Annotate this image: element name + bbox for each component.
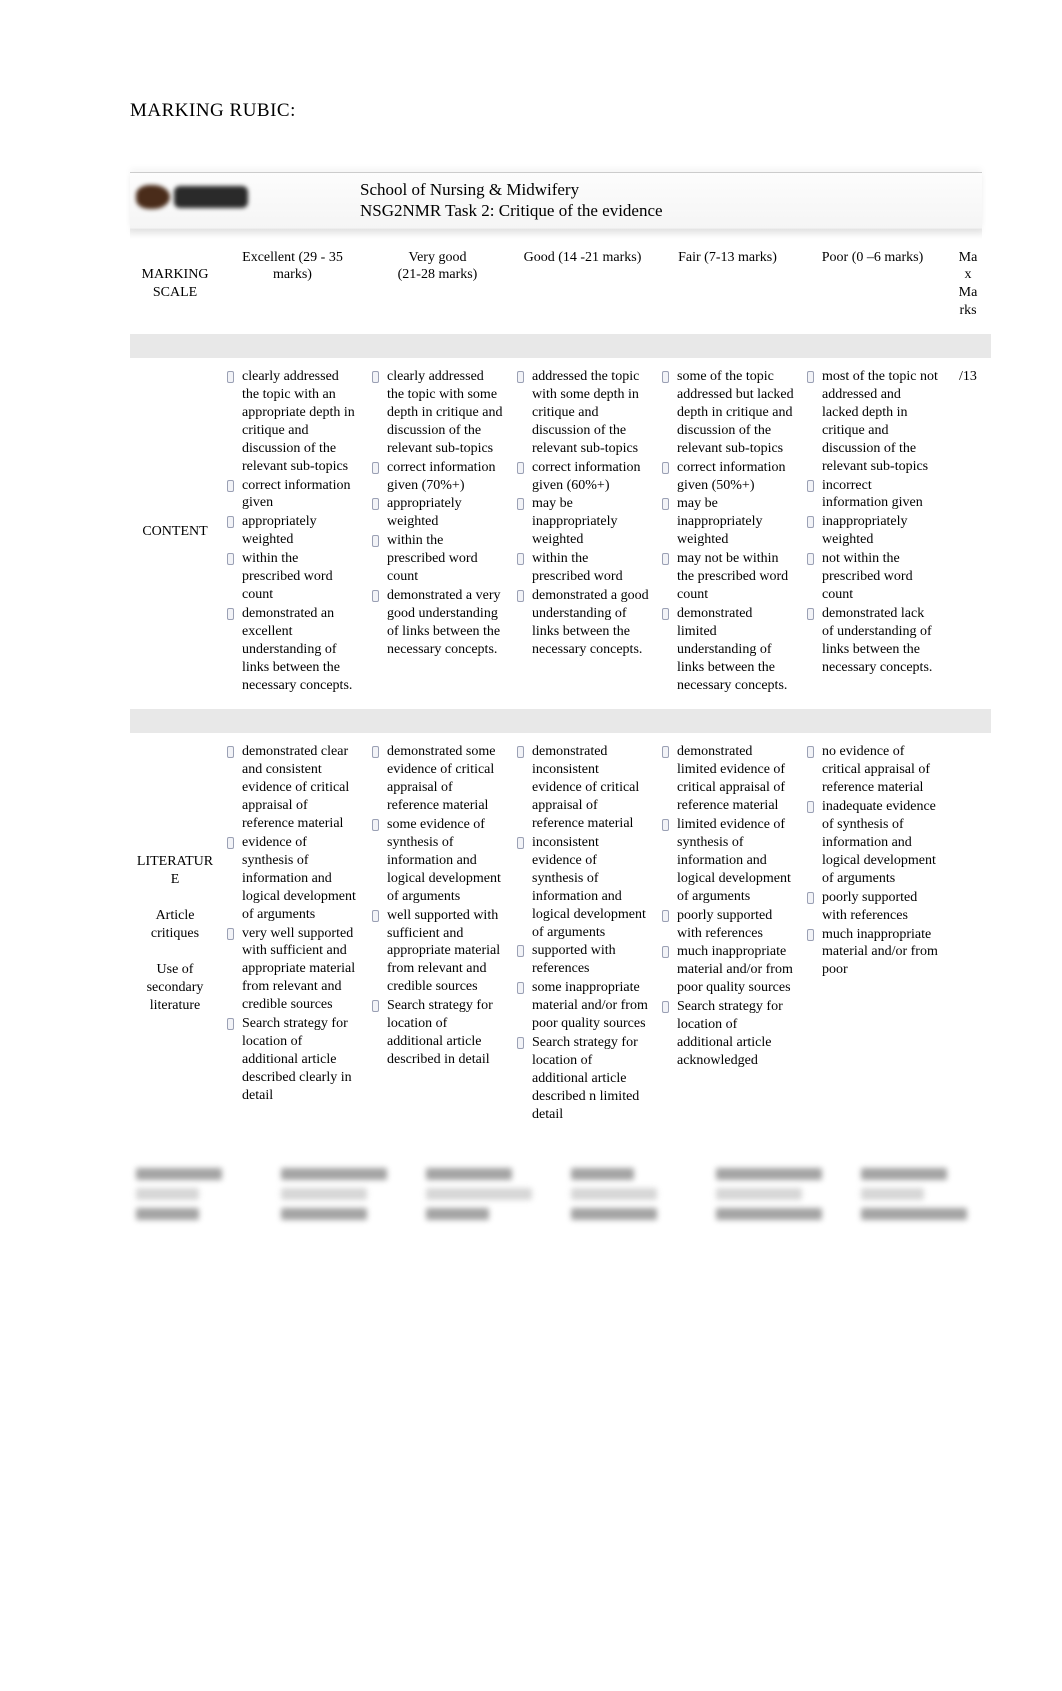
cell-content-poor: most of the topic not addressed and lack… [806, 368, 939, 676]
row-marks-content: /13 [945, 358, 991, 709]
row-label-content: CONTENT [130, 358, 220, 709]
col-header-excellent: Excellent (29 - 35 marks) [220, 239, 365, 335]
criterion-item: supported with references [530, 942, 649, 978]
criterion-item: demonstrated a good understanding of lin… [530, 587, 649, 659]
criterion-item: poorly supported with references [675, 907, 794, 943]
row-label-literature: LITERATUR E Article critiques Use of sec… [130, 733, 220, 1138]
criterion-item: correct information given (50%+) [675, 459, 794, 495]
criterion-item: demonstrated inconsistent evidence of cr… [530, 743, 649, 833]
criterion-item: demonstrated an excellent understanding … [240, 605, 359, 695]
criterion-item: some inappropriate material and/or from … [530, 979, 649, 1033]
criterion-item: incorrect information given [820, 477, 939, 513]
criterion-item: within the prescribed word count [240, 550, 359, 604]
cell-content-excellent: clearly addressed the topic with an appr… [226, 368, 359, 694]
criterion-item: clearly addressed the topic with some de… [385, 368, 504, 458]
criterion-item: Search strategy for location of addition… [385, 997, 504, 1069]
table-header-row: MARKING SCALE Excellent (29 - 35 marks) … [130, 239, 991, 335]
criterion-item: inconsistent evidence of synthesis of in… [530, 834, 649, 941]
cell-content-good: addressed the topic with some depth in c… [516, 368, 649, 659]
footer-blur-region [130, 1168, 982, 1298]
row-marks-literature [945, 733, 991, 1138]
col-header-scale: MARKING SCALE [130, 239, 220, 335]
criterion-item: may not be within the prescribed word co… [675, 550, 794, 604]
rubric-container: School of Nursing & Midwifery NSG2NMR Ta… [130, 172, 982, 1298]
criterion-item: well supported with sufficient and appro… [385, 907, 504, 997]
cell-lit-good: demonstrated inconsistent evidence of cr… [516, 743, 649, 1123]
col-header-poor: Poor (0 –6 marks) [800, 239, 945, 335]
criterion-item: correct information given (70%+) [385, 459, 504, 495]
criterion-item: within the prescribed word count [385, 532, 504, 586]
criterion-item: demonstrated clear and consistent eviden… [240, 743, 359, 833]
rubric-table: MARKING SCALE Excellent (29 - 35 marks) … [130, 239, 991, 1139]
criterion-item: within the prescribed word [530, 550, 649, 586]
criterion-item: Search strategy for location of addition… [240, 1015, 359, 1105]
criterion-item: poorly supported with references [820, 889, 939, 925]
table-row: LITERATUR E Article critiques Use of sec… [130, 733, 991, 1138]
cell-lit-excellent: demonstrated clear and consistent eviden… [226, 743, 359, 1104]
criterion-item: appropriately weighted [385, 495, 504, 531]
criterion-item: demonstrated a very good understanding o… [385, 587, 504, 659]
criterion-item: evidence of synthesis of information and… [240, 834, 359, 924]
criterion-item: not within the prescribed word count [820, 550, 939, 604]
criterion-item: most of the topic not addressed and lack… [820, 368, 939, 475]
col-header-good: Good (14 -21 marks) [510, 239, 655, 335]
criterion-item: Search strategy for location of addition… [530, 1034, 649, 1124]
criterion-item: correct information given [240, 477, 359, 513]
col-header-fair: Fair (7-13 marks) [655, 239, 800, 335]
criterion-item: addressed the topic with some depth in c… [530, 368, 649, 458]
col-header-marks: Ma x Ma rks [945, 239, 991, 335]
criterion-item: may be inappropriately weighted [530, 495, 649, 549]
cell-content-fair: some of the topic addressed but lacked d… [661, 368, 794, 694]
criterion-item: some of the topic addressed but lacked d… [675, 368, 794, 458]
cell-content-verygood: clearly addressed the topic with some de… [371, 368, 504, 659]
doc-banner: School of Nursing & Midwifery NSG2NMR Ta… [130, 172, 982, 229]
criterion-item: may be inappropriately weighted [675, 495, 794, 549]
criterion-item: much inappropriate material and/or from … [820, 926, 939, 980]
cell-lit-verygood: demonstrated some evidence of critical a… [371, 743, 504, 1068]
page-title: MARKING RUBIC: [130, 100, 982, 122]
cell-lit-fair: demonstrated limited evidence of critica… [661, 743, 794, 1069]
criterion-item: much inappropriate material and/or from … [675, 943, 794, 997]
criterion-item: demonstrated limited evidence of critica… [675, 743, 794, 815]
school-logo [130, 179, 280, 215]
criterion-item: no evidence of critical appraisal of ref… [820, 743, 939, 797]
banner-line-1: School of Nursing & Midwifery [360, 179, 982, 200]
criterion-item: inappropriately weighted [820, 513, 939, 549]
criterion-item: demonstrated limited understanding of li… [675, 605, 794, 695]
banner-line-2: NSG2NMR Task 2: Critique of the evidence [360, 200, 982, 221]
criterion-item: Search strategy for location of addition… [675, 998, 794, 1070]
criterion-item: correct information given (60%+) [530, 459, 649, 495]
criterion-item: very well supported with sufficient and … [240, 925, 359, 1015]
criterion-item: inadequate evidence of synthesis of info… [820, 798, 939, 888]
criterion-item: demonstrated lack of understanding of li… [820, 605, 939, 677]
criterion-item: appropriately weighted [240, 513, 359, 549]
criterion-item: demonstrated some evidence of critical a… [385, 743, 504, 815]
col-header-verygood: Very good (21-28 marks) [365, 239, 510, 335]
criterion-item: some evidence of synthesis of informatio… [385, 816, 504, 906]
cell-lit-poor: no evidence of critical appraisal of ref… [806, 743, 939, 979]
criterion-item: limited evidence of synthesis of informa… [675, 816, 794, 906]
criterion-item: clearly addressed the topic with an appr… [240, 368, 359, 475]
table-row: CONTENT clearly addressed the topic with… [130, 358, 991, 709]
